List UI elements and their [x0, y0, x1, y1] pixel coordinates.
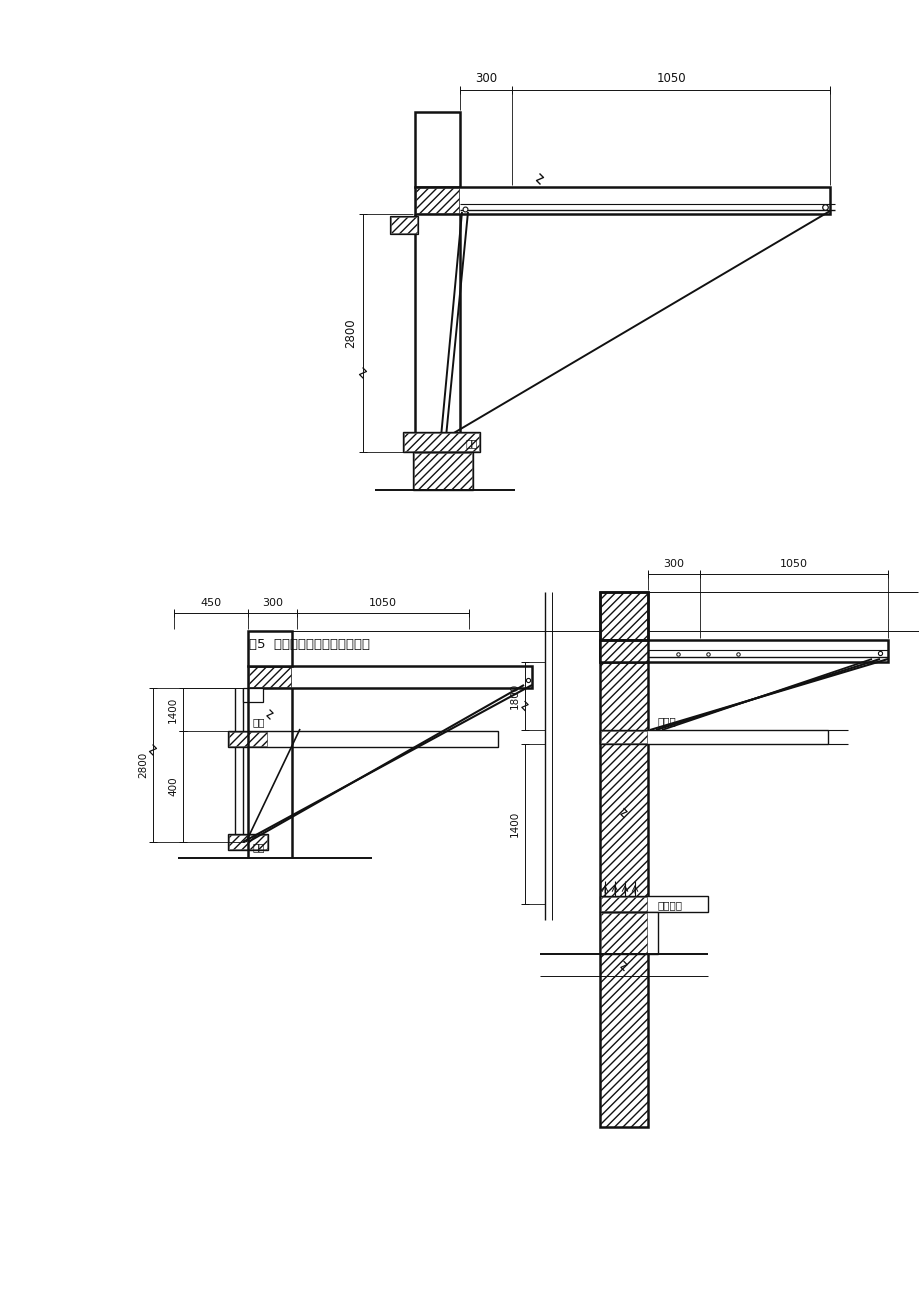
Text: 楼层: 楼层 — [253, 717, 266, 727]
Bar — [599, 641, 647, 661]
Bar — [228, 835, 267, 850]
Bar — [228, 730, 497, 747]
Bar — [600, 913, 646, 953]
Bar — [403, 432, 480, 452]
Text: 图5  阳台及非剪力墙部位示意图: 图5 阳台及非剪力墙部位示意图 — [249, 638, 370, 651]
Text: 1050: 1050 — [369, 598, 397, 608]
Bar — [600, 641, 646, 661]
Bar — [249, 667, 290, 687]
Text: 休息千层: 休息千层 — [657, 900, 682, 910]
Text: 1800: 1800 — [509, 682, 519, 710]
Bar — [414, 187, 829, 214]
Bar — [414, 112, 460, 187]
Bar — [403, 434, 479, 450]
Text: 2800: 2800 — [138, 751, 148, 779]
Bar — [413, 452, 472, 490]
Bar — [599, 911, 657, 954]
Text: 1400: 1400 — [509, 811, 519, 837]
Text: 1050: 1050 — [655, 72, 685, 85]
Bar — [248, 631, 291, 667]
Text: 1400: 1400 — [168, 697, 177, 723]
Bar — [414, 453, 471, 490]
Bar — [599, 641, 647, 661]
Bar — [599, 641, 887, 661]
Text: 1050: 1050 — [779, 559, 807, 569]
Bar — [390, 216, 417, 234]
Bar — [599, 592, 647, 1128]
Bar — [248, 667, 531, 687]
Bar — [229, 732, 267, 746]
Bar — [599, 592, 647, 1128]
Text: 楼层: 楼层 — [253, 842, 266, 852]
Bar — [243, 687, 263, 702]
Bar — [600, 730, 646, 743]
Bar — [599, 592, 647, 641]
Text: 2800: 2800 — [344, 318, 357, 348]
Bar — [391, 217, 416, 233]
Text: 450: 450 — [200, 598, 221, 608]
Bar — [600, 897, 646, 911]
Text: 400: 400 — [168, 777, 177, 797]
Bar — [599, 730, 827, 743]
Text: 楼层面: 楼层面 — [657, 716, 676, 727]
Text: 300: 300 — [663, 559, 684, 569]
Bar — [229, 835, 267, 849]
Text: 300: 300 — [474, 72, 496, 85]
Bar — [415, 187, 459, 214]
Text: 楼层: 楼层 — [466, 437, 478, 448]
Text: 300: 300 — [262, 598, 283, 608]
Bar — [599, 896, 708, 911]
